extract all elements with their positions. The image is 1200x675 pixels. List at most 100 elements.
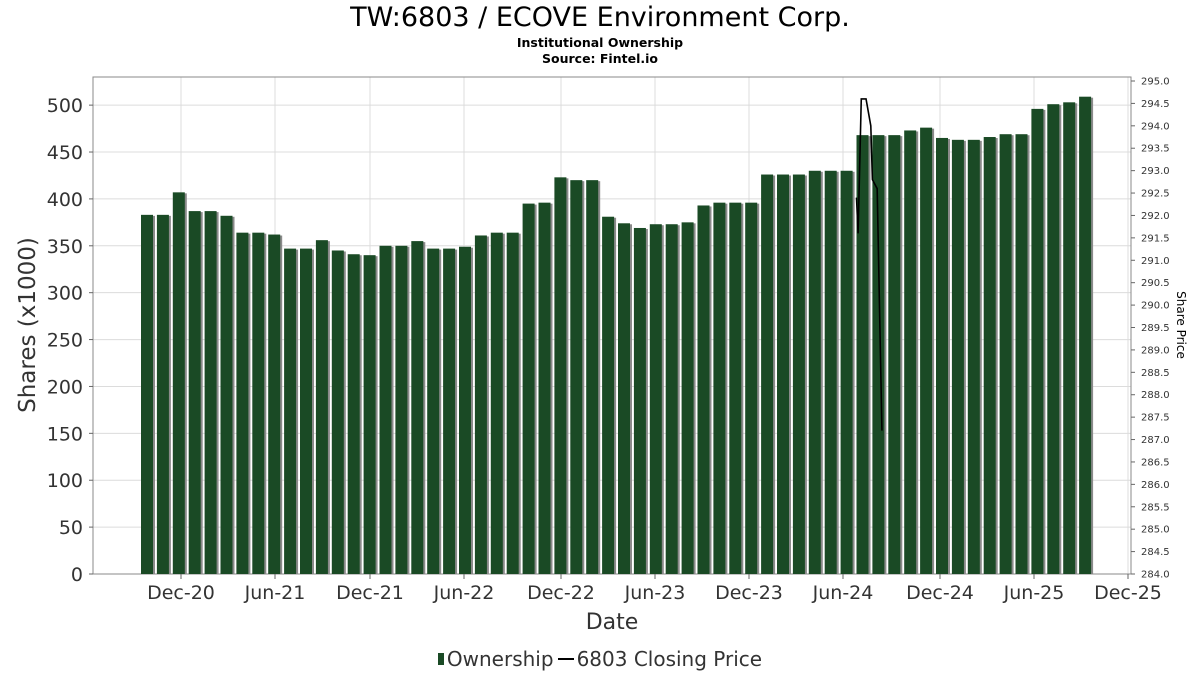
y2-tick-label: 290.5 <box>1141 278 1170 289</box>
y-tick-label: 450 <box>47 142 83 164</box>
bar <box>395 245 408 574</box>
bar <box>1047 104 1060 574</box>
y-tick-label: 50 <box>59 517 83 539</box>
y2-tick-label: 285.5 <box>1141 502 1170 513</box>
bar <box>236 232 249 574</box>
bar <box>331 250 344 574</box>
bar <box>586 180 599 574</box>
bar <box>824 170 837 574</box>
bar <box>204 211 217 574</box>
bar <box>618 223 630 574</box>
x-tick-label: Jun-22 <box>433 582 495 604</box>
bar <box>872 135 885 574</box>
y2-tick-label: 285.0 <box>1141 525 1170 536</box>
y-tick-label: 0 <box>71 564 83 586</box>
bar <box>920 127 933 575</box>
bar <box>1079 96 1092 575</box>
bar <box>490 232 503 574</box>
bar <box>777 174 789 574</box>
y-axis-left: 0 50 100 150 200 250 300 350 400 450 500 <box>47 95 93 586</box>
bar <box>411 241 424 575</box>
y2-tick-label: 292.5 <box>1141 189 1170 200</box>
x-tick-label: Dec-24 <box>906 582 974 604</box>
bar <box>856 135 869 574</box>
bar <box>300 248 312 575</box>
bar <box>554 177 567 574</box>
y2-tick-label: 289.5 <box>1141 323 1170 334</box>
bar <box>840 170 853 574</box>
legend-price-swatch <box>557 658 574 660</box>
bar <box>220 215 233 574</box>
x-tick-label: Jun-21 <box>244 582 306 604</box>
bar <box>983 137 996 575</box>
y2-tick-label: 295.0 <box>1141 77 1170 88</box>
bar <box>268 234 281 575</box>
bar <box>888 135 901 574</box>
bar <box>379 245 392 574</box>
bar <box>1063 102 1076 574</box>
bar <box>665 224 678 574</box>
bar <box>697 205 710 574</box>
bar <box>347 254 360 575</box>
x-tick-label: Dec-22 <box>527 582 595 604</box>
bar <box>284 248 297 575</box>
bar <box>792 174 805 574</box>
y2-tick-label: 286.5 <box>1141 457 1170 468</box>
y-axis-label: Shares (x1000) <box>15 237 41 413</box>
bar <box>633 227 646 575</box>
y2-tick-label: 292.0 <box>1141 211 1170 222</box>
y2-tick-label: 286.0 <box>1141 480 1170 491</box>
chart-subtitle-ownership: Institutional Ownership <box>516 35 684 50</box>
bar <box>745 202 758 574</box>
y2-tick-label: 284.0 <box>1141 570 1170 581</box>
bar <box>951 139 964 574</box>
y2-tick-label: 293.0 <box>1141 166 1170 177</box>
bar <box>363 255 376 575</box>
bar <box>156 214 169 574</box>
bar <box>443 248 456 575</box>
y-tick-label: 350 <box>47 236 83 258</box>
y-tick-label: 150 <box>47 423 83 445</box>
y-tick-label: 250 <box>47 330 83 352</box>
bar <box>252 232 265 574</box>
x-axis-label: Date <box>586 610 639 635</box>
y-tick-label: 200 <box>47 376 83 398</box>
y-axis-right: 284.0 284.5 285.0 285.5 286.0 286.5 287.0 287.5… <box>1131 77 1170 581</box>
x-axis: Dec-20 Jun-21 Dec-21 Jun-22 Dec-22 Jun-23 Dec-… <box>147 574 1162 604</box>
y2-tick-label: 284.5 <box>1141 547 1170 558</box>
legend-ownership-swatch <box>437 653 444 665</box>
bar <box>1031 108 1044 574</box>
y2-tick-label: 294.0 <box>1141 121 1170 132</box>
bar <box>904 130 917 575</box>
bar <box>188 211 201 574</box>
x-tick-label: Dec-20 <box>147 582 215 604</box>
y2-tick-label: 288.5 <box>1141 368 1170 379</box>
bar <box>570 180 583 574</box>
bar <box>315 240 328 575</box>
bar <box>459 246 471 574</box>
bar <box>936 137 948 575</box>
bar <box>141 214 153 574</box>
bar <box>967 139 980 574</box>
bar <box>729 202 742 574</box>
x-tick-label: Jun-24 <box>812 582 874 604</box>
x-tick-label: Dec-25 <box>1094 582 1162 604</box>
chart-title: TW:6803 / ECOVE Environment Corp. <box>350 2 850 33</box>
y-tick-label: 500 <box>47 95 83 117</box>
y2-tick-label: 294.5 <box>1141 99 1170 110</box>
legend-ownership-label: Ownership <box>446 647 554 671</box>
y2-tick-label: 291.5 <box>1141 233 1170 244</box>
bar <box>1015 134 1028 574</box>
bars-group <box>141 96 1094 575</box>
bar <box>474 235 487 574</box>
bar <box>522 203 535 574</box>
y2-tick-label: 287.0 <box>1141 435 1170 446</box>
bar <box>808 170 821 574</box>
legend-price-label: 6803 Closing Price <box>576 647 763 671</box>
x-tick-label: Jun-23 <box>624 582 686 604</box>
chart-subtitle-source: Source: Fintel.io <box>542 51 658 66</box>
y-tick-label: 400 <box>47 189 83 211</box>
y2-tick-label: 287.5 <box>1141 413 1170 424</box>
y2-axis-label: Share Price <box>1174 291 1188 359</box>
